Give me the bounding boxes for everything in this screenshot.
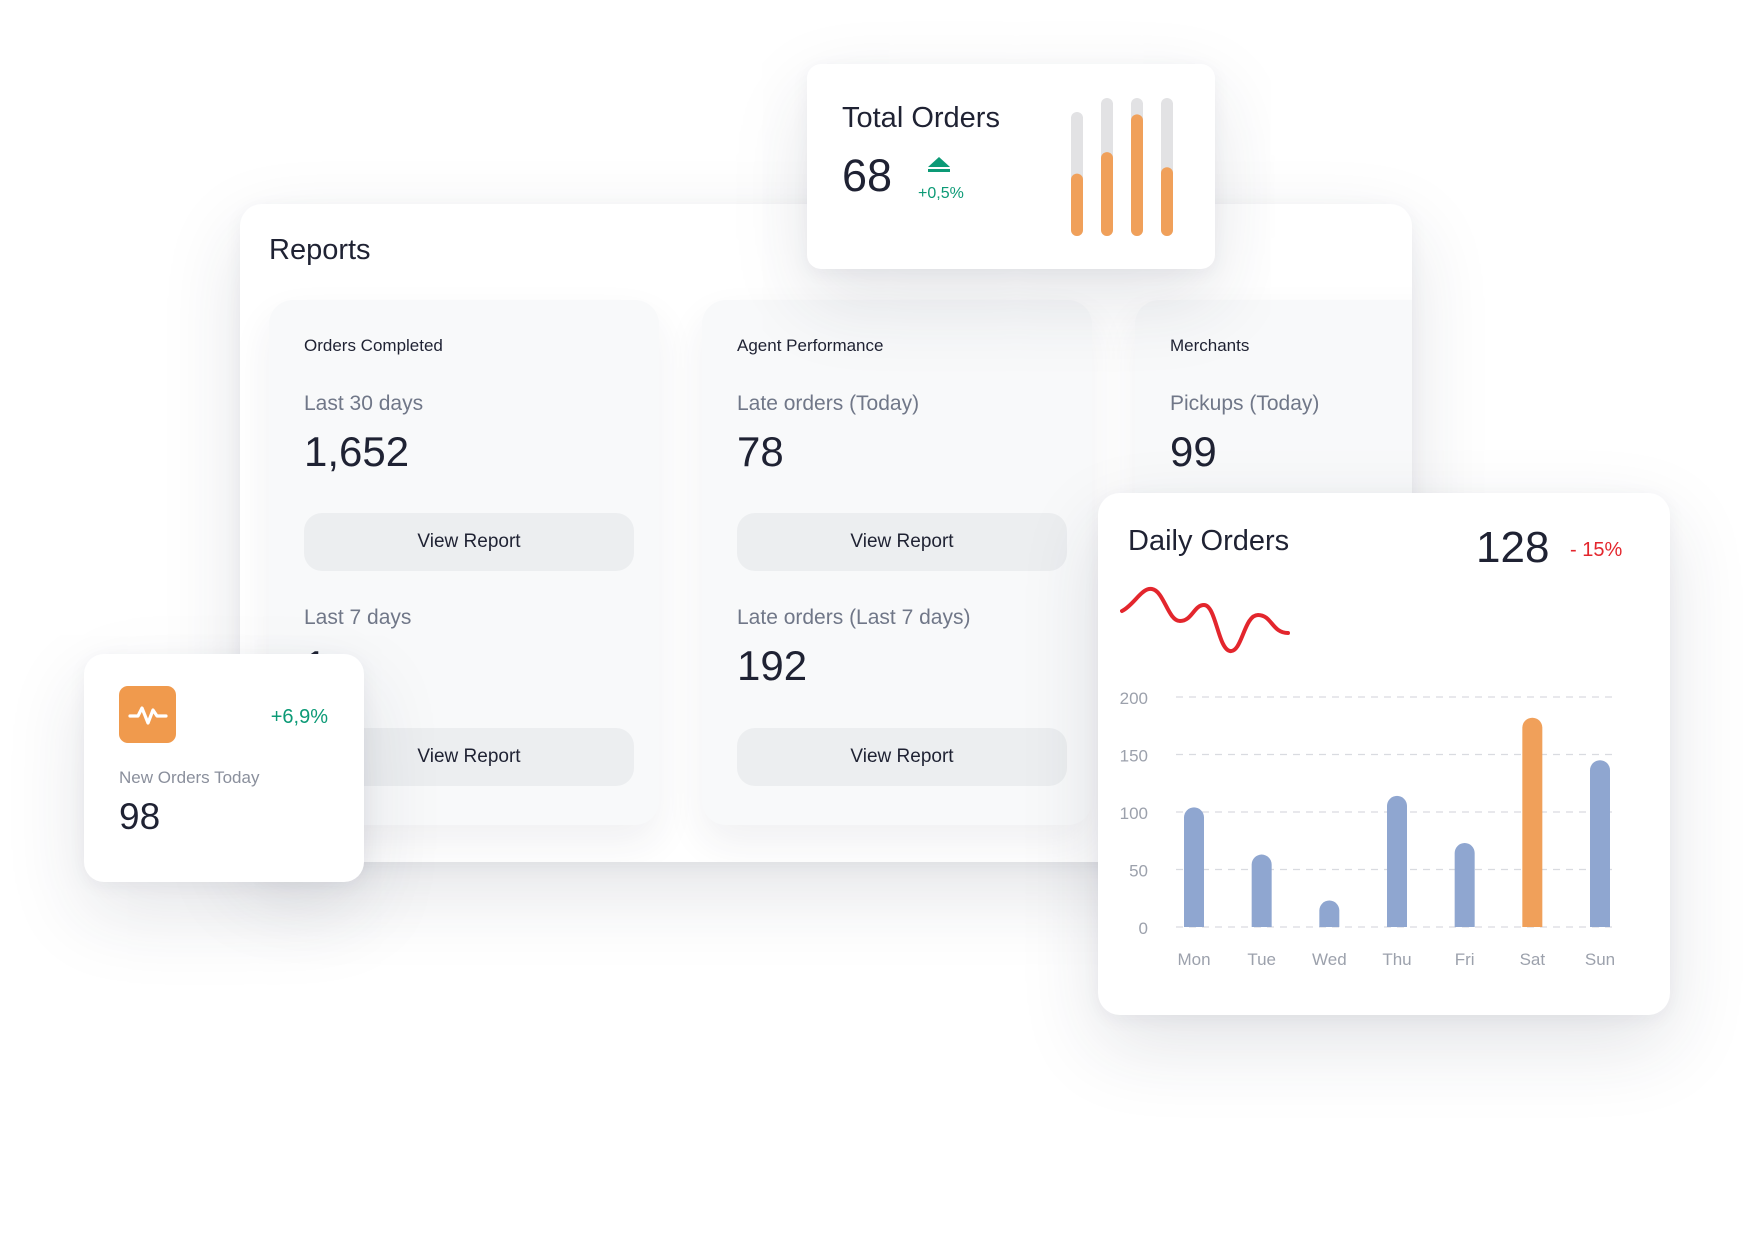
view-report-button[interactable]: View Report <box>737 513 1067 571</box>
bar-sat <box>1522 717 1543 927</box>
bar-tue <box>1251 854 1272 927</box>
stat-label: Last 30 days <box>304 392 424 415</box>
card-heading: Orders Completed <box>304 336 443 355</box>
x-tick-label: Thu <box>1382 950 1411 969</box>
y-tick-label: 100 <box>1120 804 1148 823</box>
stat-value: 99 <box>1170 428 1217 475</box>
card-heading: Agent Performance <box>737 336 884 355</box>
total-orders-mini-bars <box>1071 98 1173 236</box>
reports-title: Reports <box>269 234 371 266</box>
stat-label: Late orders (Today) <box>737 392 920 415</box>
bar-thu <box>1387 795 1407 927</box>
new-orders-delta: +6,9% <box>270 706 328 728</box>
stat-value: 1,652 <box>304 428 410 475</box>
agent-performance-card: Agent Performance Late orders (Today) 78… <box>702 300 1092 825</box>
stat-value: 78 <box>737 428 784 475</box>
bar-wed <box>1319 900 1340 927</box>
y-tick-label: 150 <box>1120 747 1148 766</box>
card-heading: Merchants <box>1170 336 1250 355</box>
x-tick-label: Sat <box>1520 950 1546 969</box>
daily-orders-delta: - 15% <box>1570 539 1623 561</box>
stat-label: Pickups (Today) <box>1170 392 1320 415</box>
bar-fri <box>1454 843 1475 927</box>
bar-sun <box>1590 760 1610 927</box>
daily-orders-value: 128 <box>1476 523 1550 572</box>
x-tick-label: Sun <box>1585 950 1615 969</box>
pulse-icon <box>119 686 176 743</box>
x-tick-label: Wed <box>1312 950 1347 969</box>
new-orders-label: New Orders Today <box>119 768 260 787</box>
x-tick-label: Mon <box>1177 950 1210 969</box>
stat-value: 192 <box>737 642 808 689</box>
y-tick-label: 50 <box>1129 862 1148 881</box>
new-orders-value: 98 <box>119 796 161 837</box>
triangle-up-icon <box>928 157 950 172</box>
y-tick-label: 0 <box>1139 919 1148 938</box>
total-orders-title: Total Orders <box>842 102 1000 134</box>
y-tick-label: 200 <box>1120 689 1148 708</box>
total-orders-card: Total Orders 68 +0,5% <box>807 64 1215 269</box>
stat-label: Late orders (Last 7 days) <box>737 606 971 629</box>
x-tick-label: Fri <box>1455 950 1475 969</box>
new-orders-card: +6,9% New Orders Today 98 <box>84 654 364 882</box>
view-report-button[interactable]: View Report <box>737 728 1067 786</box>
total-orders-delta: +0,5% <box>918 185 964 202</box>
daily-orders-bar-chart: 0 50 100 150 200 Mon Tue Wed Thu Fri Sat Sun <box>1120 689 1618 969</box>
daily-orders-card: Daily Orders 128 - 15% 0 50 100 150 200 Mon Tu… <box>1098 493 1670 1015</box>
stat-label: Last 7 days <box>304 606 412 629</box>
daily-orders-sparkline <box>1120 586 1290 653</box>
bar-mon <box>1184 807 1204 927</box>
total-orders-value: 68 <box>842 150 893 201</box>
x-tick-label: Tue <box>1247 950 1276 969</box>
daily-orders-title: Daily Orders <box>1128 525 1290 557</box>
view-report-button[interactable]: View Report <box>304 513 634 571</box>
